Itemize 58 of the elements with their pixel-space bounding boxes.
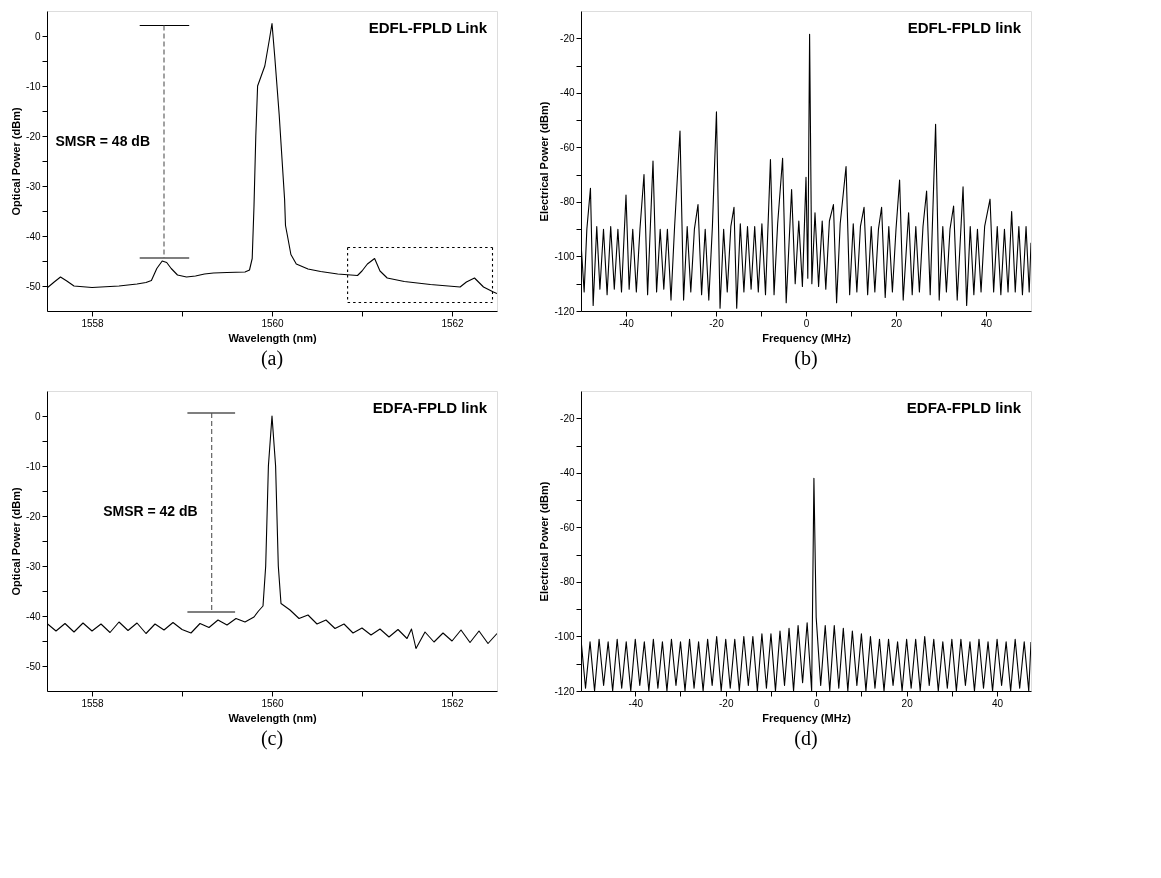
y-tick-label: -40: [560, 467, 575, 479]
x-axis-title: Wavelength (nm): [228, 711, 317, 724]
annotation: EDFA-FPLD link: [372, 399, 488, 416]
y-tick-label: -120: [554, 685, 575, 697]
text: (b): [794, 347, 818, 370]
x-tick-label: 1558: [81, 697, 105, 709]
y-tick-label: -120: [554, 305, 575, 317]
x-axis-title: Wavelength (nm): [228, 331, 317, 344]
x-axis-title: Frequency (MHz): [762, 331, 852, 344]
y-tick-label: -20: [26, 130, 41, 142]
y-tick-label: 0: [34, 410, 41, 422]
x-tick-label: 1562: [441, 697, 465, 709]
annotation: EDFA-FPLD link: [906, 399, 1022, 416]
y-tick-label: -40: [560, 87, 575, 99]
x-tick-label: 20: [901, 697, 914, 709]
y-tick-label: -40: [26, 610, 41, 622]
y-axis-title: Optical Power (dBm): [10, 487, 23, 596]
x-tick-label: 0: [813, 697, 820, 709]
y-tick-label: -50: [26, 660, 41, 672]
y-tick-label: -30: [26, 180, 41, 192]
y-tick-label: -100: [554, 250, 575, 262]
y-axis-title: Optical Power (dBm): [10, 107, 23, 216]
y-tick-label: -100: [554, 630, 575, 642]
y-tick-label: -80: [560, 196, 575, 208]
annotation: SMSR = 42 dB: [103, 502, 198, 519]
y-tick-label: -20: [560, 412, 575, 424]
annotation: SMSR = 48 dB: [55, 132, 150, 149]
x-tick-label: -20: [709, 317, 725, 329]
y-tick-label: -20: [560, 32, 575, 44]
y-tick-label: -60: [560, 521, 575, 533]
y-tick-label: -60: [560, 141, 575, 153]
annotation: EDFL-FPLD Link: [368, 19, 488, 36]
text: (d): [794, 727, 818, 750]
y-axis-title: Electrical Power (dBm): [538, 481, 551, 602]
y-tick-label: 0: [34, 30, 41, 42]
x-tick-label: -20: [719, 697, 734, 709]
x-tick-label: 40: [980, 317, 993, 329]
x-tick-label: -40: [628, 697, 644, 709]
x-tick-label: 0: [803, 317, 810, 329]
x-tick-label: 20: [890, 317, 903, 329]
text: (c): [260, 727, 284, 750]
y-tick-label: -10: [26, 460, 41, 472]
x-tick-label: 1558: [81, 317, 105, 329]
x-tick-label: 1560: [261, 317, 285, 329]
text: (a): [260, 347, 284, 370]
y-tick-label: -40: [26, 230, 41, 242]
annotation: EDFL-FPLD link: [907, 19, 1022, 36]
x-tick-label: 40: [992, 697, 1004, 709]
y-tick-label: -30: [26, 560, 41, 572]
x-tick-label: -40: [619, 317, 635, 329]
x-axis-title: Frequency (MHz): [762, 711, 852, 724]
y-tick-label: -10: [26, 80, 41, 92]
y-axis-title: Electrical Power (dBm): [538, 101, 551, 222]
y-tick-label: -20: [26, 510, 41, 522]
y-tick-label: -50: [26, 280, 41, 292]
x-tick-label: 1562: [441, 317, 465, 329]
y-tick-label: -80: [560, 576, 575, 588]
x-tick-label: 1560: [261, 697, 285, 709]
